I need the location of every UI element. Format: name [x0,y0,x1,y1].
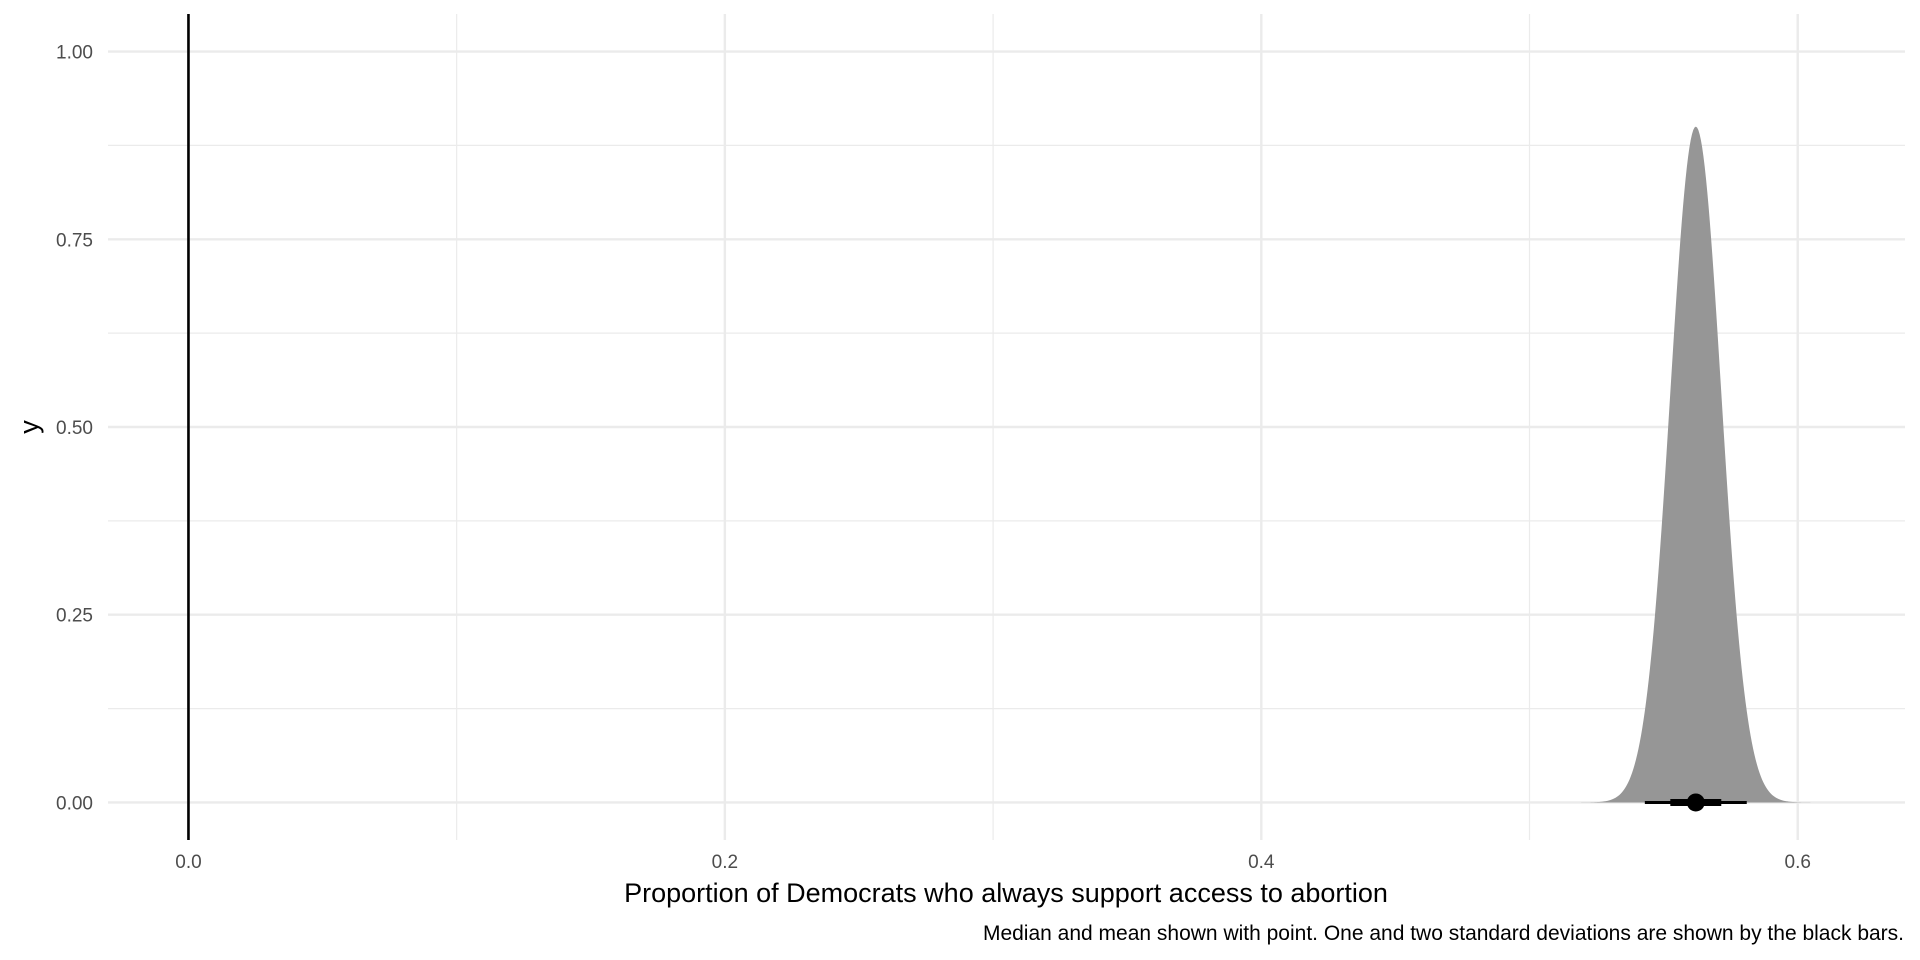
y-axis-ticks: 0.00 0.25 0.50 0.75 1.00 [56,43,93,815]
density-layer [1581,126,1811,803]
x-tick-label: 0.6 [1785,852,1811,873]
y-tick-label: 0.00 [56,793,93,814]
density-area [1581,126,1811,803]
median-mean-point [1686,793,1705,812]
caption: Median and mean shown with point. One an… [983,922,1904,945]
y-tick-label: 0.50 [56,418,93,439]
y-axis-title: y [14,420,44,434]
x-axis-title: Proportion of Democrats who always suppo… [624,878,1388,908]
x-axis-ticks: 0.0 0.2 0.4 0.6 [175,852,1811,873]
y-tick-label: 0.25 [56,606,93,627]
x-tick-label: 0.4 [1248,852,1275,873]
y-tick-label: 1.00 [56,43,93,64]
minor-gridlines-y [108,144,1905,710]
y-tick-label: 0.75 [56,230,93,251]
point-interval [1644,793,1747,812]
x-tick-label: 0.0 [175,852,201,873]
x-tick-label: 0.2 [712,852,738,873]
major-gridlines-y [108,50,1905,804]
